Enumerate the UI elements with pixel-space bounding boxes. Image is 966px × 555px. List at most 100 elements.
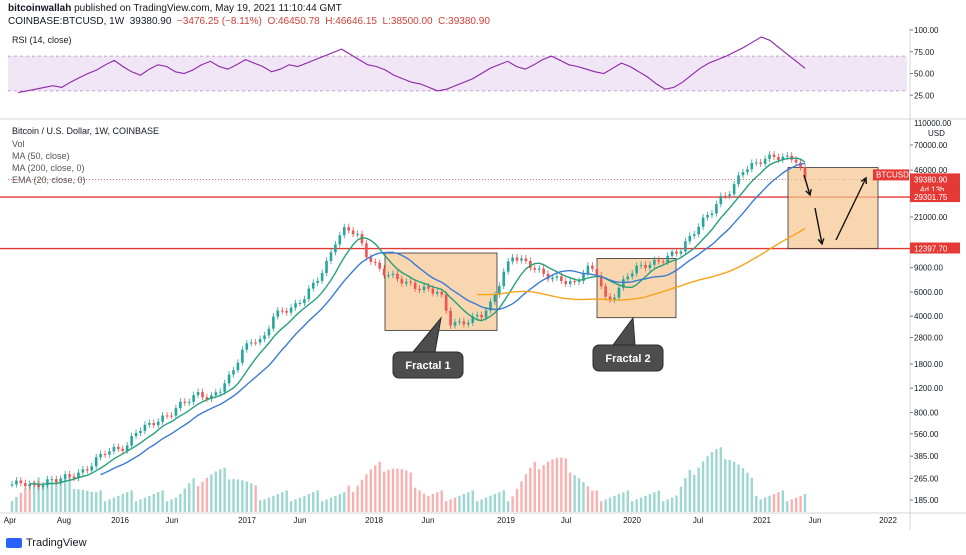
candle-body: [187, 401, 191, 403]
candle-body: [639, 264, 643, 266]
candle-body: [511, 257, 514, 262]
candle-body: [803, 167, 807, 179]
volume-bar: [188, 483, 191, 512]
volume-bar: [728, 459, 731, 512]
main-title: Bitcoin / U.S. Dollar, 1W, COINBASE: [12, 126, 159, 136]
candle-body: [591, 265, 594, 269]
volume-bar: [790, 499, 793, 512]
volume-bar: [573, 475, 576, 512]
volume-bar: [781, 490, 785, 512]
volume-bar: [613, 495, 616, 512]
volume-bar: [400, 469, 404, 512]
candle-body: [320, 272, 324, 281]
candle-body: [112, 447, 116, 452]
volume-bar: [644, 495, 647, 512]
volume-bar: [502, 490, 505, 512]
candle-body: [329, 252, 333, 262]
candle-body: [449, 310, 452, 326]
volume-bar: [165, 501, 169, 512]
candle-body: [227, 374, 231, 384]
volume-bar: [298, 497, 302, 512]
volume-bar: [631, 501, 634, 512]
volume-bar: [617, 494, 621, 512]
candle-body: [143, 424, 147, 431]
candle-body: [303, 299, 306, 303]
last-price: 39380.90: [129, 16, 172, 27]
price-tick-label: 2800.00: [914, 334, 943, 343]
candle-body: [506, 261, 510, 272]
volume-bar: [648, 494, 652, 512]
candle-body: [391, 273, 395, 276]
tradingview-logo[interactable]: TradingView: [6, 537, 87, 549]
volume-bar: [347, 485, 350, 512]
volume-bar: [134, 501, 138, 512]
candle-body: [754, 162, 758, 164]
time-tick-label: Jul: [561, 516, 571, 525]
candle-body: [241, 349, 244, 363]
volume-bar: [32, 480, 36, 512]
volume-bar: [219, 469, 222, 512]
candle-body: [68, 474, 71, 477]
candle-body: [387, 275, 390, 277]
candle-body: [183, 401, 187, 403]
candle-body: [586, 265, 590, 274]
volume-bar: [312, 492, 315, 512]
volume-bar: [10, 501, 14, 512]
volume-bar: [174, 497, 178, 512]
candle-body: [772, 154, 776, 157]
candle-body: [50, 479, 54, 481]
volume-bar: [418, 490, 421, 512]
publisher-name[interactable]: bitcoinwallah: [8, 3, 72, 14]
volume-bar: [387, 469, 390, 512]
candle-body: [400, 279, 404, 284]
callout-label: Fractal 1: [405, 360, 450, 372]
volume-bar: [281, 492, 284, 512]
candle-body: [732, 184, 736, 195]
candle-body: [356, 234, 359, 236]
candle-body: [156, 421, 160, 426]
volume-bar: [662, 501, 665, 512]
volume-bar: [201, 481, 204, 512]
symbol-tag-label: BTCUSD: [876, 170, 909, 179]
price-tick-label: 1200.00: [914, 384, 943, 393]
rsi-title: RSI (14, close): [12, 35, 72, 45]
candle-body: [409, 281, 413, 283]
volume-bar: [449, 499, 452, 512]
candle-body: [759, 162, 762, 164]
rsi-tick-label: 100.00: [914, 26, 939, 35]
candle-body: [467, 322, 470, 325]
time-tick-label: Jun: [809, 516, 822, 525]
volume-bar: [750, 477, 754, 512]
candle-body: [750, 162, 754, 170]
volume-bar: [542, 464, 545, 512]
volume-bar: [245, 481, 248, 512]
candle-body: [294, 303, 297, 308]
volume-bar: [701, 461, 705, 512]
candle-body: [785, 155, 789, 157]
volume-bar: [427, 495, 430, 512]
volume-bar: [551, 459, 554, 512]
candle-body: [595, 268, 599, 276]
candle-body: [267, 328, 271, 336]
time-tick-label: 2019: [497, 516, 515, 525]
candle-body: [90, 466, 94, 471]
callout-pointer: [612, 316, 636, 346]
volume-bar: [285, 490, 288, 512]
candle-body: [794, 159, 798, 163]
volume-bar: [794, 497, 798, 512]
volume-bar: [37, 477, 40, 512]
callout-label: Fractal 2: [605, 353, 650, 365]
candle-body: [582, 273, 585, 281]
volume-bar: [90, 491, 93, 512]
volume-bar: [130, 490, 133, 512]
volume-bar: [183, 488, 186, 512]
candle-body: [165, 415, 169, 417]
volume-bar: [378, 461, 381, 512]
candle-body: [378, 262, 382, 269]
legend-entry: Vol: [12, 139, 25, 149]
volume-bar: [715, 449, 718, 512]
candle-body: [94, 457, 98, 467]
high-value: H:46646.15: [325, 16, 377, 27]
volume-bar: [294, 499, 297, 512]
